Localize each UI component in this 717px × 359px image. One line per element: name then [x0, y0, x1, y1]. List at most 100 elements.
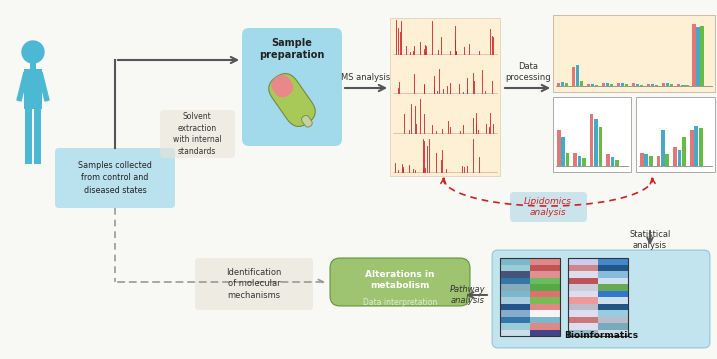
Bar [606, 83, 609, 86]
Bar [561, 82, 564, 86]
Bar [673, 146, 677, 166]
Text: Solvent
extraction
with internal
standards: Solvent extraction with internal standar… [173, 112, 222, 156]
Bar [578, 156, 581, 166]
Bar [636, 97, 715, 172]
Bar [500, 258, 530, 265]
Bar [500, 303, 530, 310]
FancyBboxPatch shape [55, 148, 175, 208]
FancyBboxPatch shape [195, 258, 313, 310]
Bar [500, 271, 530, 278]
Text: Statistical
analysis: Statistical analysis [630, 230, 670, 250]
Text: Lipidomics
analysis: Lipidomics analysis [524, 197, 572, 217]
Bar [690, 130, 693, 166]
Bar [568, 297, 598, 303]
Bar [685, 85, 688, 86]
Bar [598, 271, 628, 278]
Bar [568, 290, 598, 297]
Bar [568, 271, 598, 278]
Text: Sample
preparation: Sample preparation [260, 38, 325, 60]
Bar [621, 83, 625, 86]
Bar [655, 85, 658, 86]
Bar [598, 310, 628, 317]
Bar [651, 84, 655, 86]
Bar [662, 83, 665, 86]
Bar [568, 258, 598, 265]
Bar [566, 153, 569, 166]
Bar [500, 258, 560, 336]
Bar [530, 317, 560, 323]
Bar [568, 258, 628, 336]
Bar [34, 109, 41, 164]
Polygon shape [17, 72, 28, 101]
Bar [594, 119, 598, 166]
Bar [390, 18, 500, 176]
Bar [681, 85, 685, 86]
Bar [568, 310, 598, 317]
Bar [649, 156, 652, 166]
Bar [598, 278, 628, 284]
Text: Data interpretation: Data interpretation [363, 298, 437, 307]
Bar [625, 84, 628, 86]
Bar [571, 67, 575, 86]
Bar [598, 284, 628, 290]
Bar [640, 153, 644, 166]
Bar [530, 310, 560, 317]
Bar [661, 130, 665, 166]
FancyBboxPatch shape [302, 116, 313, 127]
Bar [598, 265, 628, 271]
Bar [677, 84, 680, 86]
Bar [500, 317, 530, 323]
Bar [568, 317, 598, 323]
Bar [530, 330, 560, 336]
Bar [530, 323, 560, 330]
Bar [587, 84, 590, 86]
Bar [696, 27, 700, 86]
Bar [576, 65, 579, 86]
Bar [598, 330, 628, 336]
Bar [530, 265, 560, 271]
FancyBboxPatch shape [330, 258, 470, 306]
Bar [500, 310, 530, 317]
Bar [606, 154, 610, 166]
Bar [568, 330, 598, 336]
Bar [598, 290, 628, 297]
Bar [500, 323, 530, 330]
Bar [665, 154, 669, 166]
Bar [694, 126, 698, 166]
Bar [530, 278, 560, 284]
Bar [568, 278, 598, 284]
Bar [580, 81, 583, 86]
Bar [530, 284, 560, 290]
Bar [636, 84, 640, 86]
Text: Pathway
analysis: Pathway analysis [450, 285, 486, 305]
Text: MS analysis: MS analysis [341, 73, 391, 82]
Text: Data
processing: Data processing [505, 62, 551, 82]
Bar [500, 330, 530, 336]
Bar [530, 303, 560, 310]
Bar [666, 83, 670, 86]
Bar [530, 271, 560, 278]
Bar [556, 83, 560, 86]
Circle shape [22, 41, 44, 63]
Bar [530, 258, 560, 265]
Bar [678, 150, 681, 166]
FancyBboxPatch shape [492, 250, 710, 348]
Bar [500, 297, 530, 303]
Bar [602, 83, 605, 86]
Bar [553, 15, 715, 92]
FancyBboxPatch shape [269, 74, 315, 126]
Bar [500, 278, 530, 284]
Bar [610, 84, 613, 86]
Text: Bioinformatics: Bioinformatics [564, 331, 638, 340]
Bar [647, 84, 650, 86]
Bar [500, 290, 530, 297]
FancyBboxPatch shape [242, 28, 342, 146]
Bar [530, 297, 560, 303]
Bar [701, 26, 703, 86]
Bar [500, 265, 530, 271]
Bar [530, 290, 560, 297]
Bar [670, 84, 673, 86]
Bar [565, 83, 568, 86]
Bar [598, 323, 628, 330]
Text: Alterations in
metabolism: Alterations in metabolism [365, 270, 435, 290]
